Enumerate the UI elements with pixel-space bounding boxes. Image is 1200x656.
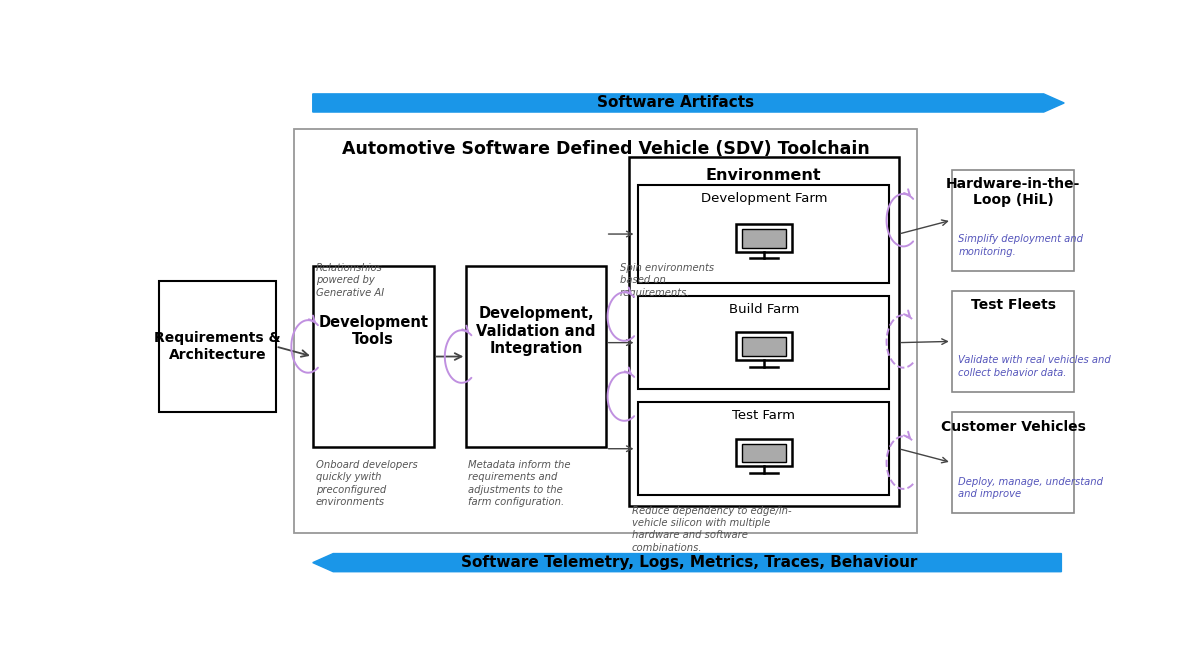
Text: Test Fleets: Test Fleets	[971, 298, 1056, 312]
FancyBboxPatch shape	[952, 412, 1074, 513]
Text: Metadata inform the
requirements and
adjustments to the
farm configuration.: Metadata inform the requirements and adj…	[468, 460, 570, 507]
FancyBboxPatch shape	[294, 129, 917, 533]
FancyArrow shape	[313, 94, 1064, 112]
Text: Test Farm: Test Farm	[732, 409, 796, 422]
Text: Build Farm: Build Farm	[728, 303, 799, 316]
Text: Development Farm: Development Farm	[701, 192, 827, 205]
FancyBboxPatch shape	[952, 170, 1074, 271]
Text: Simplify deployment and
monitoring.: Simplify deployment and monitoring.	[958, 234, 1084, 256]
FancyBboxPatch shape	[638, 185, 889, 283]
Text: Environment: Environment	[706, 168, 822, 183]
Text: Automotive Software Defined Vehicle (SDV) Toolchain: Automotive Software Defined Vehicle (SDV…	[342, 140, 870, 158]
FancyBboxPatch shape	[638, 402, 889, 495]
FancyBboxPatch shape	[638, 296, 889, 390]
Text: Deploy, manage, understand
and improve: Deploy, manage, understand and improve	[958, 476, 1103, 499]
Text: Relationshios
powered by
Generative AI: Relationshios powered by Generative AI	[316, 263, 384, 298]
FancyArrow shape	[313, 554, 1062, 572]
FancyBboxPatch shape	[736, 439, 792, 466]
Text: Customer Vehicles: Customer Vehicles	[941, 420, 1086, 434]
FancyBboxPatch shape	[742, 229, 786, 248]
FancyBboxPatch shape	[629, 157, 899, 506]
FancyBboxPatch shape	[313, 266, 433, 447]
Text: Spin environments
based on
requirements.: Spin environments based on requirements.	[619, 263, 714, 298]
Text: Validate with real vehicles and
collect behavior data.: Validate with real vehicles and collect …	[958, 356, 1111, 378]
FancyBboxPatch shape	[742, 337, 786, 356]
Text: Reduce dependency to edge/in-
vehicle silicon with multiple
hardware and softwar: Reduce dependency to edge/in- vehicle si…	[631, 506, 791, 553]
FancyBboxPatch shape	[467, 266, 606, 447]
Text: Software Artifacts: Software Artifacts	[596, 96, 754, 110]
Text: Software Telemetry, Logs, Metrics, Traces, Behaviour: Software Telemetry, Logs, Metrics, Trace…	[461, 555, 918, 570]
Text: Onboard developers
quickly ywith
preconfigured
environments: Onboard developers quickly ywith preconf…	[316, 460, 418, 507]
FancyBboxPatch shape	[952, 291, 1074, 392]
FancyBboxPatch shape	[160, 281, 276, 412]
FancyBboxPatch shape	[742, 443, 786, 462]
Text: Development
Tools: Development Tools	[318, 315, 428, 348]
Text: Development,
Validation and
Integration: Development, Validation and Integration	[476, 306, 595, 356]
FancyBboxPatch shape	[736, 333, 792, 360]
FancyBboxPatch shape	[736, 224, 792, 252]
Text: Hardware-in-the-
Loop (HiL): Hardware-in-the- Loop (HiL)	[946, 177, 1080, 207]
Text: Requirements &
Architecture: Requirements & Architecture	[154, 331, 281, 361]
